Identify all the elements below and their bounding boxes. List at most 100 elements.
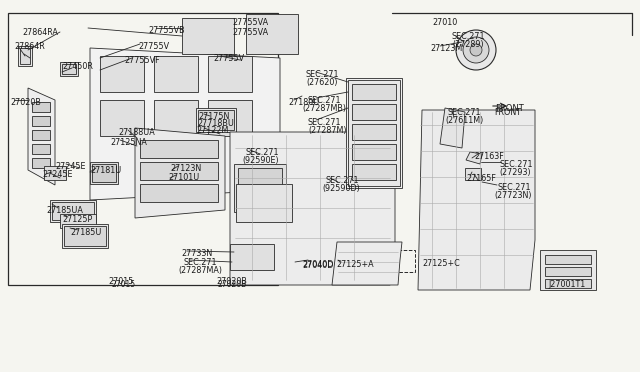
Text: 27755V: 27755V bbox=[138, 42, 169, 51]
Text: 27165F: 27165F bbox=[466, 174, 496, 183]
Text: 27123M: 27123M bbox=[430, 44, 462, 53]
Bar bbox=[32, 130, 50, 140]
Text: 27101U: 27101U bbox=[168, 173, 199, 182]
Text: (27287MB): (27287MB) bbox=[302, 104, 346, 113]
Text: 27755VB: 27755VB bbox=[148, 26, 184, 35]
Text: 27125+A: 27125+A bbox=[336, 260, 374, 269]
Text: 27718BU: 27718BU bbox=[197, 119, 234, 128]
Bar bbox=[540, 250, 596, 290]
Text: (92590D): (92590D) bbox=[322, 184, 360, 193]
Bar bbox=[352, 164, 396, 180]
Bar bbox=[62, 224, 108, 248]
Text: FRONT: FRONT bbox=[494, 108, 521, 117]
Bar bbox=[295, 250, 415, 272]
Polygon shape bbox=[28, 88, 55, 185]
Bar bbox=[32, 158, 50, 168]
Text: 27163F: 27163F bbox=[474, 152, 504, 161]
Text: SEC.271: SEC.271 bbox=[499, 160, 532, 169]
Text: 27175N: 27175N bbox=[198, 112, 229, 121]
Bar bbox=[352, 124, 396, 140]
Bar bbox=[154, 56, 198, 92]
Text: 27122M: 27122M bbox=[196, 126, 228, 135]
Text: 27180U: 27180U bbox=[288, 98, 319, 107]
Text: 27040D: 27040D bbox=[302, 261, 333, 270]
Bar bbox=[208, 56, 252, 92]
Text: 27015: 27015 bbox=[108, 277, 133, 286]
Text: (27611M): (27611M) bbox=[445, 116, 483, 125]
Text: 27185U: 27185U bbox=[70, 228, 101, 237]
Bar bbox=[140, 184, 218, 202]
Bar bbox=[18, 46, 32, 66]
Polygon shape bbox=[466, 152, 482, 164]
Bar bbox=[8, 13, 278, 285]
Text: 27755VF: 27755VF bbox=[124, 56, 159, 65]
Text: 27040D: 27040D bbox=[302, 260, 333, 269]
Bar bbox=[100, 56, 144, 92]
Bar bbox=[182, 18, 234, 54]
Text: 27755VA: 27755VA bbox=[232, 28, 268, 37]
Circle shape bbox=[456, 30, 496, 70]
Polygon shape bbox=[440, 108, 465, 148]
Polygon shape bbox=[418, 110, 535, 290]
Polygon shape bbox=[230, 132, 395, 285]
Text: 27125+C: 27125+C bbox=[422, 259, 460, 268]
Text: 27015: 27015 bbox=[112, 280, 136, 289]
Text: (27287M): (27287M) bbox=[308, 126, 346, 135]
Text: 27010: 27010 bbox=[432, 18, 457, 27]
Polygon shape bbox=[332, 242, 402, 285]
Bar bbox=[32, 144, 50, 154]
Text: 27185UA: 27185UA bbox=[46, 206, 83, 215]
Bar bbox=[352, 144, 396, 160]
Bar bbox=[20, 48, 30, 64]
Text: 27125P: 27125P bbox=[62, 215, 92, 224]
Bar bbox=[60, 214, 96, 228]
Text: 27864R: 27864R bbox=[14, 42, 45, 51]
Polygon shape bbox=[90, 48, 280, 200]
Text: 27733N: 27733N bbox=[181, 249, 212, 258]
Text: 27020B: 27020B bbox=[218, 280, 247, 289]
Text: 27245E: 27245E bbox=[55, 162, 86, 171]
Text: (27287MA): (27287MA) bbox=[178, 266, 222, 275]
Bar bbox=[348, 80, 400, 186]
Bar bbox=[32, 116, 50, 126]
Bar bbox=[198, 110, 234, 130]
Text: 27755V: 27755V bbox=[213, 54, 244, 63]
Text: (27620): (27620) bbox=[306, 78, 337, 87]
Text: SEC.271: SEC.271 bbox=[308, 118, 342, 127]
Text: (27723N): (27723N) bbox=[494, 191, 531, 200]
Text: 27125NA: 27125NA bbox=[110, 138, 147, 147]
Text: SEC.271: SEC.271 bbox=[183, 258, 216, 267]
Text: 27020B: 27020B bbox=[216, 277, 247, 286]
Bar bbox=[234, 164, 286, 212]
Bar bbox=[52, 202, 94, 220]
Text: SEC.271: SEC.271 bbox=[306, 70, 339, 79]
Bar bbox=[64, 226, 106, 246]
Text: (92590E): (92590E) bbox=[242, 156, 278, 165]
Text: (27289): (27289) bbox=[452, 40, 484, 49]
Text: SEC.271: SEC.271 bbox=[497, 183, 531, 192]
Bar bbox=[545, 267, 591, 276]
Bar bbox=[90, 162, 118, 184]
Text: FRONT: FRONT bbox=[495, 104, 524, 113]
Bar bbox=[238, 168, 282, 208]
Bar bbox=[246, 14, 298, 54]
Text: 27188UA: 27188UA bbox=[118, 128, 155, 137]
Bar bbox=[545, 279, 591, 288]
Bar bbox=[154, 100, 198, 136]
Bar bbox=[465, 168, 481, 180]
Bar bbox=[352, 84, 396, 100]
Text: J27001T1: J27001T1 bbox=[548, 280, 585, 289]
Bar bbox=[236, 184, 292, 222]
Bar bbox=[230, 244, 274, 270]
Bar bbox=[346, 78, 402, 188]
Text: 27864RA: 27864RA bbox=[22, 28, 58, 37]
Text: SEC.271: SEC.271 bbox=[452, 32, 486, 41]
Bar bbox=[62, 64, 76, 74]
Bar bbox=[352, 104, 396, 120]
Text: SEC.271: SEC.271 bbox=[326, 176, 360, 185]
Polygon shape bbox=[135, 128, 225, 218]
Text: 27020B: 27020B bbox=[10, 98, 41, 107]
Text: SEC.271: SEC.271 bbox=[246, 148, 280, 157]
Text: 27450R: 27450R bbox=[62, 62, 93, 71]
Bar bbox=[208, 100, 252, 136]
